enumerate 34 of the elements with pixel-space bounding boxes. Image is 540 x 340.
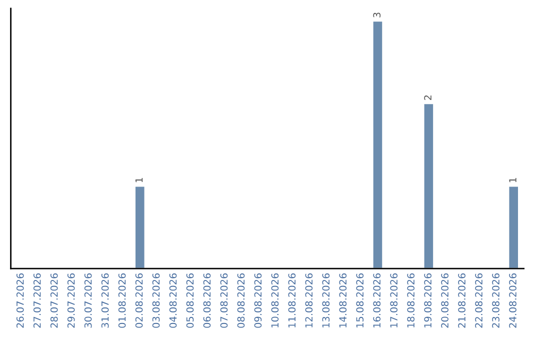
x-tick-label: 21.08.2026 bbox=[458, 273, 466, 328]
x-tick-label: 03.08.2026 bbox=[152, 273, 160, 328]
x-tick-label: 20.08.2026 bbox=[441, 273, 448, 328]
x-tick-label: 27.07.2026 bbox=[33, 273, 41, 328]
x-tick-label: 28.07.2026 bbox=[50, 273, 58, 328]
x-tick-label: 04.08.2026 bbox=[169, 273, 177, 328]
x-tick-label: 31.07.2026 bbox=[101, 273, 109, 328]
x-tick-label: 16.08.2026 bbox=[373, 273, 381, 328]
x-tick-label: 07.08.2026 bbox=[220, 273, 228, 328]
x-tick-label: 26.07.2026 bbox=[16, 273, 24, 328]
data-label: 2 bbox=[424, 95, 432, 100]
x-tick-label: 30.07.2026 bbox=[84, 273, 92, 328]
x-tick-label: 24.08.2026 bbox=[509, 273, 516, 328]
x-tick-label: 12.08.2026 bbox=[305, 273, 313, 328]
x-tick-label: 08.08.2026 bbox=[237, 273, 245, 328]
x-tick-label: 09.08.2026 bbox=[254, 273, 262, 328]
x-tick-label: 10.08.2026 bbox=[271, 273, 279, 328]
data-label: 1 bbox=[135, 178, 143, 182]
x-tick-label: 05.08.2026 bbox=[186, 273, 194, 328]
x-tick-label: 02.08.2026 bbox=[135, 273, 143, 328]
x-tick-label: 01.08.2026 bbox=[118, 273, 126, 328]
x-tick-label: 11.08.2026 bbox=[288, 273, 296, 328]
x-tick-label: 18.08.2026 bbox=[407, 273, 415, 328]
x-tick-label: 23.08.2026 bbox=[492, 273, 500, 328]
data-label: 3 bbox=[373, 12, 381, 18]
x-tick-label: 19.08.2026 bbox=[424, 273, 432, 328]
data-label: 1 bbox=[509, 178, 516, 182]
x-tick-label: 06.08.2026 bbox=[203, 273, 211, 328]
x-tick-label: 15.08.2026 bbox=[356, 273, 364, 328]
x-tick-label: 14.08.2026 bbox=[339, 273, 347, 328]
x-tick-label: 17.08.2026 bbox=[390, 273, 398, 328]
x-tick-label: 22.08.2026 bbox=[475, 273, 482, 328]
x-tick-label: 13.08.2026 bbox=[322, 273, 330, 328]
x-tick-label: 29.07.2026 bbox=[67, 273, 75, 328]
